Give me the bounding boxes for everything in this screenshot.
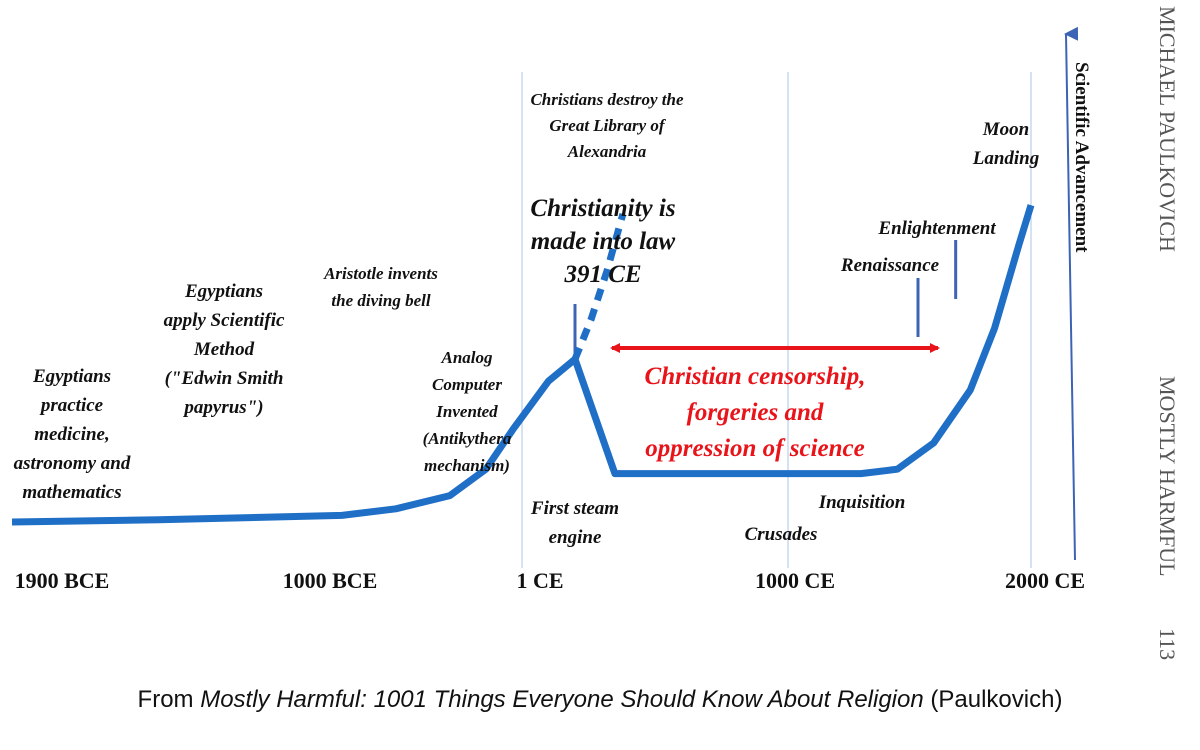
annotation-line: mathematics — [22, 482, 121, 503]
annotation-line: Christians destroy the — [530, 90, 683, 109]
annotation-2: Aristotle invents the diving bell — [323, 264, 438, 310]
censorship-label-line: oppression of science — [645, 435, 864, 462]
margin-book-title: MOSTLY HARMFUL — [1155, 376, 1180, 577]
annotation-9: Renaissance — [840, 255, 940, 276]
annotation-line: Great Library of — [549, 116, 667, 135]
annotation-11: Moon Landing — [972, 119, 1040, 169]
figure-caption: From Mostly Harmful: 1001 Things Everyon… — [0, 686, 1200, 714]
annotation-0: Egyptians practice medicine, astronomy and m… — [14, 366, 131, 503]
x-tick-label: 1000 BCE — [283, 568, 378, 593]
annotation-10: Enlightenment — [877, 218, 996, 239]
annotation-line: mechanism) — [424, 456, 510, 475]
annotation-line: medicine, — [34, 424, 109, 445]
series-line-dashed — [571, 213, 627, 361]
arrows — [610, 26, 1079, 561]
annotation-line: (Antikythera — [423, 429, 512, 448]
series-lines — [11, 204, 1035, 526]
annotation-line: Analog — [440, 348, 493, 367]
x-tick-labels: 1900 BCE 1000 BCE 1 CE 1000 CE 2000 CE — [15, 568, 1085, 593]
y-axis-arrow — [1064, 26, 1079, 561]
annotation-line: astronomy and — [14, 453, 131, 474]
annotation-line: Method — [193, 339, 255, 360]
annotation-4: Christians destroy the Great Library of Al… — [530, 90, 683, 161]
annotation-5: Christianity is made into law 391 CE — [530, 195, 675, 288]
annotation-line: Egyptians — [32, 366, 111, 387]
margin-page-number: 113 — [1155, 628, 1180, 660]
censorship-label-line: Christian censorship, — [645, 363, 866, 390]
annotation-line: Christianity is — [530, 195, 675, 222]
annotation-line: First steam — [530, 498, 619, 519]
x-tick-label: 1900 BCE — [15, 568, 110, 593]
annotation-line: Moon — [982, 119, 1029, 140]
annotation-line: 391 CE — [563, 261, 641, 288]
annotation-line: Alexandria — [567, 142, 647, 161]
annotation-line: practice — [39, 395, 104, 416]
annotation-line: Egyptians — [184, 281, 263, 302]
annotation-line: Enlightenment — [877, 218, 996, 239]
y-axis-label: Scientific Advancement — [1071, 62, 1092, 253]
x-tick-label: 1 CE — [516, 568, 563, 593]
annotation-line: Computer — [432, 375, 502, 394]
x-tick-label: 2000 CE — [1005, 568, 1085, 593]
annotation-7: Crusades — [745, 524, 818, 545]
annotation-line: Landing — [972, 148, 1040, 169]
annotation-line: made into law — [531, 228, 676, 255]
annotation-3: Analog Computer Invented (Antikythera mechan… — [423, 348, 512, 475]
annotation-1: Egyptians apply Scientific Method ("Edwin S… — [164, 281, 285, 418]
margin-author: MICHAEL PAULKOVICH — [1155, 6, 1180, 252]
annotation-line: the diving bell — [331, 291, 430, 310]
caption-book-title: Mostly Harmful: 1001 Things Everyone Sho… — [200, 686, 924, 713]
annotation-6: First steam engine — [530, 498, 619, 548]
annotations: Egyptians practice medicine, astronomy and m… — [14, 90, 1040, 548]
annotation-line: engine — [549, 527, 602, 548]
series-line-solid — [11, 204, 1035, 526]
annotation-line: papyrus") — [182, 397, 263, 418]
x-tick-label: 1000 CE — [755, 568, 835, 593]
annotation-line: Aristotle invents — [323, 264, 438, 283]
censorship-label-line: forgeries and — [687, 399, 824, 426]
annotation-line: Crusades — [745, 524, 818, 545]
annotation-line: Renaissance — [840, 255, 940, 276]
annotation-8: Inquisition — [818, 492, 906, 513]
caption-suffix: (Paulkovich) — [923, 686, 1063, 713]
annotation-line: apply Scientific — [164, 310, 285, 331]
side-text: Scientific Advancement MICHAEL PAULKOVICH… — [1071, 6, 1180, 660]
annotation-line: Inquisition — [818, 492, 906, 513]
annotation-line: Invented — [435, 402, 498, 421]
caption-prefix: From — [137, 686, 201, 713]
grid-lines — [521, 72, 1032, 568]
censorship-label: Christian censorship, forgeries and oppres… — [645, 363, 866, 462]
annotation-line: ("Edwin Smith — [165, 368, 284, 389]
